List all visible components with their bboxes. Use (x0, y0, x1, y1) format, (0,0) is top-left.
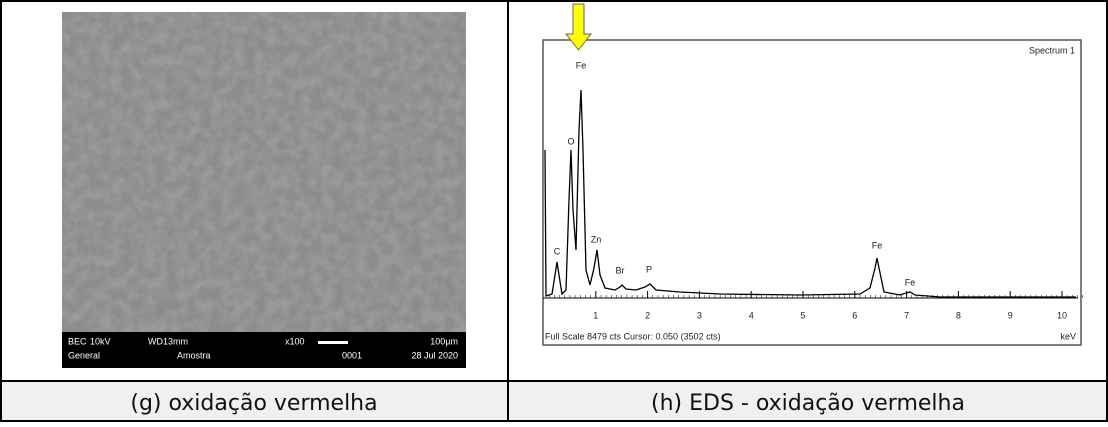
sem-info: 10kV (90, 336, 111, 346)
sem-info: General (68, 350, 100, 360)
sem-info: 0001 (342, 350, 362, 360)
sem-info: Amostra (177, 350, 211, 360)
spectrum-curve (544, 89, 1076, 298)
peak-label: C (554, 246, 561, 256)
peak-label: O (567, 136, 574, 146)
x-tick-label: 10 (1057, 310, 1067, 320)
x-tick-label: 6 (852, 310, 857, 320)
x-tick-label: 5 (800, 310, 805, 320)
arrow (564, 3, 593, 51)
x-axis-unit: keV (1060, 331, 1076, 341)
sem-info: 100µm (430, 336, 458, 346)
sem-info: 28 Jul 2020 (411, 350, 458, 360)
x-tick-label: 4 (749, 310, 754, 320)
peak-label: P (646, 264, 652, 274)
x-tick-label: 9 (1008, 310, 1013, 320)
spectrum-footer: Full Scale 8479 cts Cursor: 0.050 (3502 … (545, 331, 721, 341)
x-tick-label: 2 (645, 310, 650, 320)
peak-label: Br (616, 265, 625, 275)
x-tick-label: 3 (697, 310, 702, 320)
peak-label: Fe (872, 240, 883, 250)
x-tick-label: 7 (904, 310, 909, 320)
eds-spectrum: Spectrum 1 Fe O C Zn Br P Fe Fe Full Sca… (542, 3, 1083, 346)
sem-info: BEC (68, 336, 87, 346)
peak-label: Fe (905, 277, 916, 287)
sem-info: x100 (285, 336, 305, 346)
caption-row (1, 381, 1107, 422)
sem-image: BEC 10kV WD13mm x100 100µm General Amost… (62, 12, 466, 368)
x-tick-label: 1 (593, 310, 598, 320)
spectrum-title: Spectrum 1 (1029, 45, 1075, 55)
caption: (h) EDS - oxidação vermelha (651, 391, 965, 416)
caption: (g) oxidação vermelha (130, 391, 377, 416)
sem-info: WD13mm (148, 336, 188, 346)
x-tick-label: 8 (956, 310, 961, 320)
peak-label: Fe (576, 60, 587, 70)
peak-label: Zn (591, 234, 602, 244)
